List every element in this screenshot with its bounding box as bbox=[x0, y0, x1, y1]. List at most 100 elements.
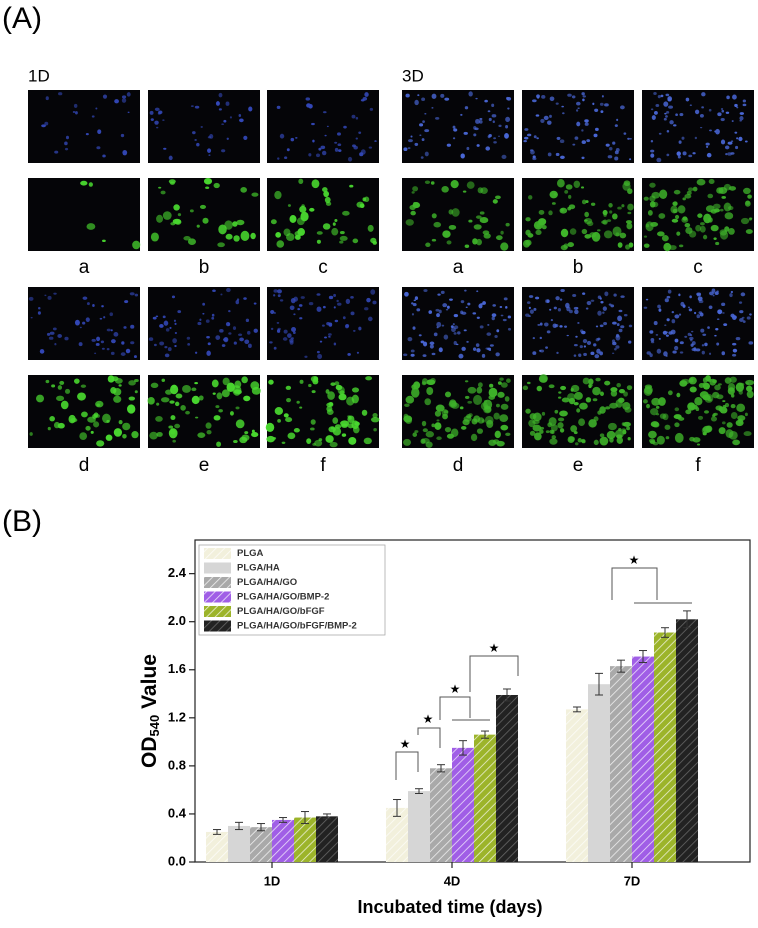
cell bbox=[168, 425, 174, 429]
legend-box bbox=[198, 544, 386, 636]
cell bbox=[457, 331, 461, 335]
cell bbox=[205, 179, 211, 185]
cell bbox=[328, 426, 336, 433]
cell bbox=[349, 184, 354, 188]
cell bbox=[472, 312, 477, 315]
cell bbox=[576, 121, 581, 127]
y-tick-label: 1.6 bbox=[168, 661, 186, 676]
cell bbox=[505, 124, 509, 129]
cell bbox=[569, 309, 573, 314]
cell bbox=[273, 289, 278, 293]
cell bbox=[350, 311, 355, 316]
cell bbox=[672, 208, 678, 214]
cell bbox=[684, 193, 692, 199]
cell bbox=[551, 435, 557, 440]
cell bbox=[488, 133, 492, 138]
cell bbox=[326, 125, 329, 128]
cell bbox=[719, 208, 724, 212]
cell bbox=[738, 301, 743, 304]
cell bbox=[686, 190, 692, 196]
cell bbox=[106, 328, 111, 332]
cell bbox=[698, 299, 704, 304]
cell bbox=[109, 312, 114, 317]
cell bbox=[51, 384, 56, 388]
cell bbox=[157, 111, 162, 115]
cell bbox=[356, 351, 360, 354]
cell bbox=[333, 293, 337, 297]
cell bbox=[536, 385, 543, 392]
cell bbox=[727, 387, 735, 395]
cell bbox=[206, 336, 210, 339]
y-tick-label: 0.8 bbox=[168, 757, 186, 772]
cell bbox=[466, 414, 472, 419]
cell bbox=[102, 239, 106, 243]
cell bbox=[496, 329, 500, 333]
cell bbox=[459, 406, 464, 410]
cell bbox=[346, 396, 355, 406]
cell bbox=[729, 376, 737, 383]
cell bbox=[411, 384, 417, 390]
cell bbox=[614, 124, 618, 127]
cell bbox=[721, 421, 726, 425]
cell bbox=[620, 295, 625, 298]
cell bbox=[649, 438, 656, 443]
cell bbox=[300, 211, 309, 222]
cell bbox=[721, 351, 726, 356]
cell bbox=[163, 147, 167, 150]
cell bbox=[443, 410, 449, 414]
cell bbox=[338, 149, 342, 153]
cell bbox=[742, 103, 747, 107]
cell bbox=[652, 441, 659, 446]
panel-label: (A) bbox=[2, 2, 42, 35]
cell bbox=[162, 315, 166, 319]
cell bbox=[560, 385, 567, 391]
cell bbox=[546, 299, 550, 303]
cell bbox=[745, 229, 753, 234]
cell bbox=[701, 92, 706, 97]
cell bbox=[338, 393, 347, 401]
cell bbox=[273, 346, 277, 350]
cell bbox=[405, 417, 413, 424]
cell bbox=[740, 217, 750, 225]
cell bbox=[497, 135, 501, 137]
cell bbox=[473, 133, 477, 137]
cell bbox=[629, 138, 632, 140]
cell bbox=[695, 224, 702, 232]
cell bbox=[579, 345, 583, 349]
cell bbox=[568, 194, 572, 199]
cell bbox=[687, 187, 694, 192]
cell bbox=[619, 232, 627, 239]
cell bbox=[594, 354, 600, 359]
cell bbox=[505, 432, 511, 437]
cell bbox=[472, 347, 477, 351]
cell bbox=[581, 156, 585, 160]
cell bbox=[478, 120, 483, 124]
cell bbox=[477, 187, 484, 194]
cell bbox=[322, 223, 331, 230]
cell bbox=[618, 397, 625, 403]
cell bbox=[567, 206, 572, 211]
cell bbox=[746, 385, 753, 392]
cell bbox=[54, 342, 57, 346]
cell bbox=[604, 406, 611, 410]
cell bbox=[70, 417, 78, 423]
cell bbox=[609, 210, 613, 214]
cell bbox=[728, 228, 735, 235]
cell bbox=[744, 140, 748, 143]
cell bbox=[610, 390, 618, 397]
cell bbox=[352, 144, 356, 148]
cell bbox=[532, 424, 542, 432]
cell bbox=[281, 441, 286, 444]
cell bbox=[528, 419, 536, 428]
cell bbox=[532, 157, 537, 161]
cell bbox=[132, 240, 141, 250]
cell bbox=[552, 323, 557, 329]
cell bbox=[287, 204, 291, 207]
cell bbox=[507, 315, 512, 319]
cell bbox=[575, 335, 578, 338]
cell bbox=[560, 155, 565, 160]
cell bbox=[209, 134, 214, 139]
cell bbox=[405, 219, 414, 226]
cell bbox=[595, 377, 601, 382]
cell bbox=[748, 217, 752, 221]
